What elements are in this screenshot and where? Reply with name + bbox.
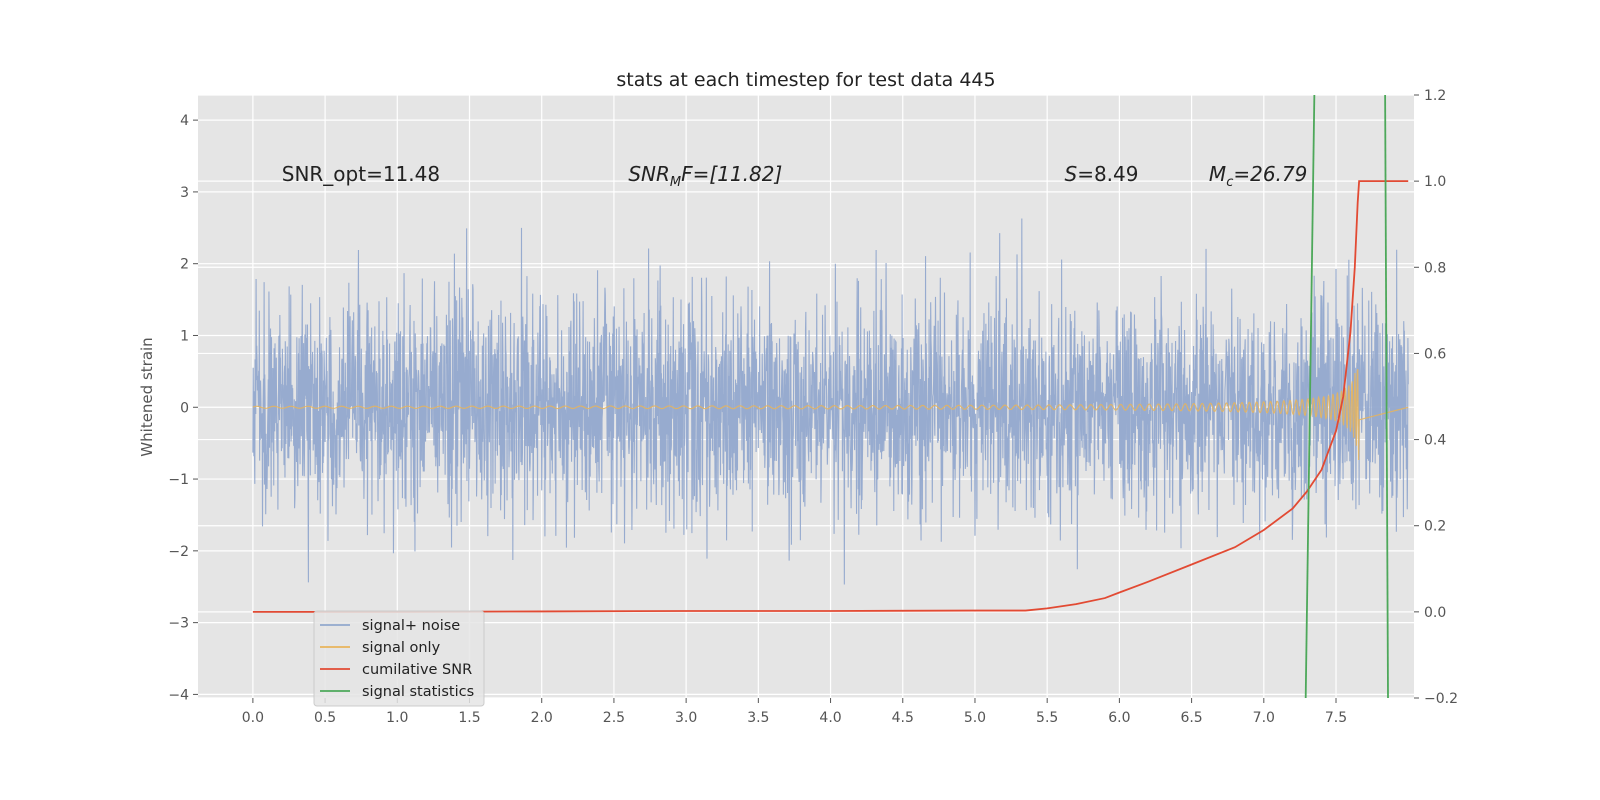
x-tick-label: 6.0 <box>1108 710 1130 726</box>
y-right-tick-label: 0.4 <box>1424 433 1446 449</box>
x-tick-label: 1.0 <box>386 710 408 726</box>
x-tick-label: 2.0 <box>531 710 553 726</box>
annotation-main: SNR_opt=11.48 <box>282 162 440 186</box>
annotation-text: Mc=26.79 <box>1209 162 1307 190</box>
y-tick-label: −4 <box>168 687 189 703</box>
x-tick-label: 7.0 <box>1253 710 1275 726</box>
x-tick-label: 2.5 <box>603 710 625 726</box>
annotation-main: M <box>1209 162 1226 186</box>
series-signal-statistics <box>1384 94 1389 699</box>
y-tick-label: 3 <box>180 185 189 201</box>
legend-label: cumilative SNR <box>362 662 472 678</box>
y-axis-label: Whitened strain <box>138 337 156 456</box>
x-tick-label: 4.0 <box>819 710 841 726</box>
x-tick-label: 5.5 <box>1036 710 1058 726</box>
y-tick-label: 4 <box>180 113 189 129</box>
y-right-tick-label: 1.2 <box>1424 88 1446 104</box>
y-right-tick-label: 0.8 <box>1424 260 1446 276</box>
annotation-main: S <box>1065 162 1078 186</box>
y-right-tick-label: 0.6 <box>1424 346 1446 362</box>
x-tick-label: 4.5 <box>892 710 914 726</box>
series-signal-only <box>252 369 1409 460</box>
annotation-suffix: F=[11.82] <box>681 162 782 186</box>
annotation-suffix: =8.49 <box>1077 162 1138 186</box>
y-tick-label: 2 <box>180 257 189 273</box>
legend-label: signal only <box>362 640 441 656</box>
y-right-tick-label: 0.2 <box>1424 519 1446 535</box>
annotation-text: SNRMF=[11.82] <box>628 162 782 190</box>
x-tick-label: 6.5 <box>1180 710 1202 726</box>
annotation-suffix: =26.79 <box>1233 162 1307 186</box>
axes: 0.0 0.5 1.0 1.5 2.0 2.5 3.0 3.5 4.0 4.5 5.0 5.5 6.0 6… <box>168 88 1458 726</box>
y-tick-label: 1 <box>180 328 189 344</box>
x-tick-label: 0.5 <box>314 710 336 726</box>
legend-box <box>313 610 485 707</box>
x-tick-label: 7.5 <box>1325 710 1347 726</box>
annotations: SNR_opt=11.48 SNRMF=[11.82] S=8.49 Mc=26.79 <box>282 162 1308 190</box>
annotation-text: S=8.49 <box>1065 162 1139 186</box>
series-cumulative-snr <box>252 180 1409 613</box>
y-tick-label: −3 <box>168 616 189 632</box>
series-signal-statistics <box>1304 94 1316 699</box>
y-tick-label: −2 <box>168 544 189 560</box>
x-tick-label: 1.5 <box>458 710 480 726</box>
y-tick-label: −1 <box>168 472 189 488</box>
x-tick-label: 5.0 <box>964 710 986 726</box>
x-tick-label: 3.5 <box>747 710 769 726</box>
y-right-tick-label: 1.0 <box>1424 174 1446 190</box>
y-tick-label: 0 <box>180 400 189 416</box>
legend-label: signal statistics <box>362 684 474 700</box>
x-tick-label: 3.0 <box>675 710 697 726</box>
legend: signal+ noise signal only cumilative SNR si… <box>313 610 485 707</box>
annotation-main: SNR <box>628 162 670 186</box>
x-tick-label: 0.0 <box>242 710 264 726</box>
annotation-subscript: c <box>1226 175 1233 190</box>
annotation-subscript: M <box>670 175 681 190</box>
legend-label: signal+ noise <box>362 618 460 634</box>
y-right-tick-label: −0.2 <box>1424 691 1458 707</box>
chart-title: stats at each timestep for test data 445 <box>616 69 995 91</box>
annotation-text: SNR_opt=11.48 <box>282 162 440 186</box>
series-layer <box>252 94 1409 699</box>
y-right-tick-label: 0.0 <box>1424 605 1446 621</box>
